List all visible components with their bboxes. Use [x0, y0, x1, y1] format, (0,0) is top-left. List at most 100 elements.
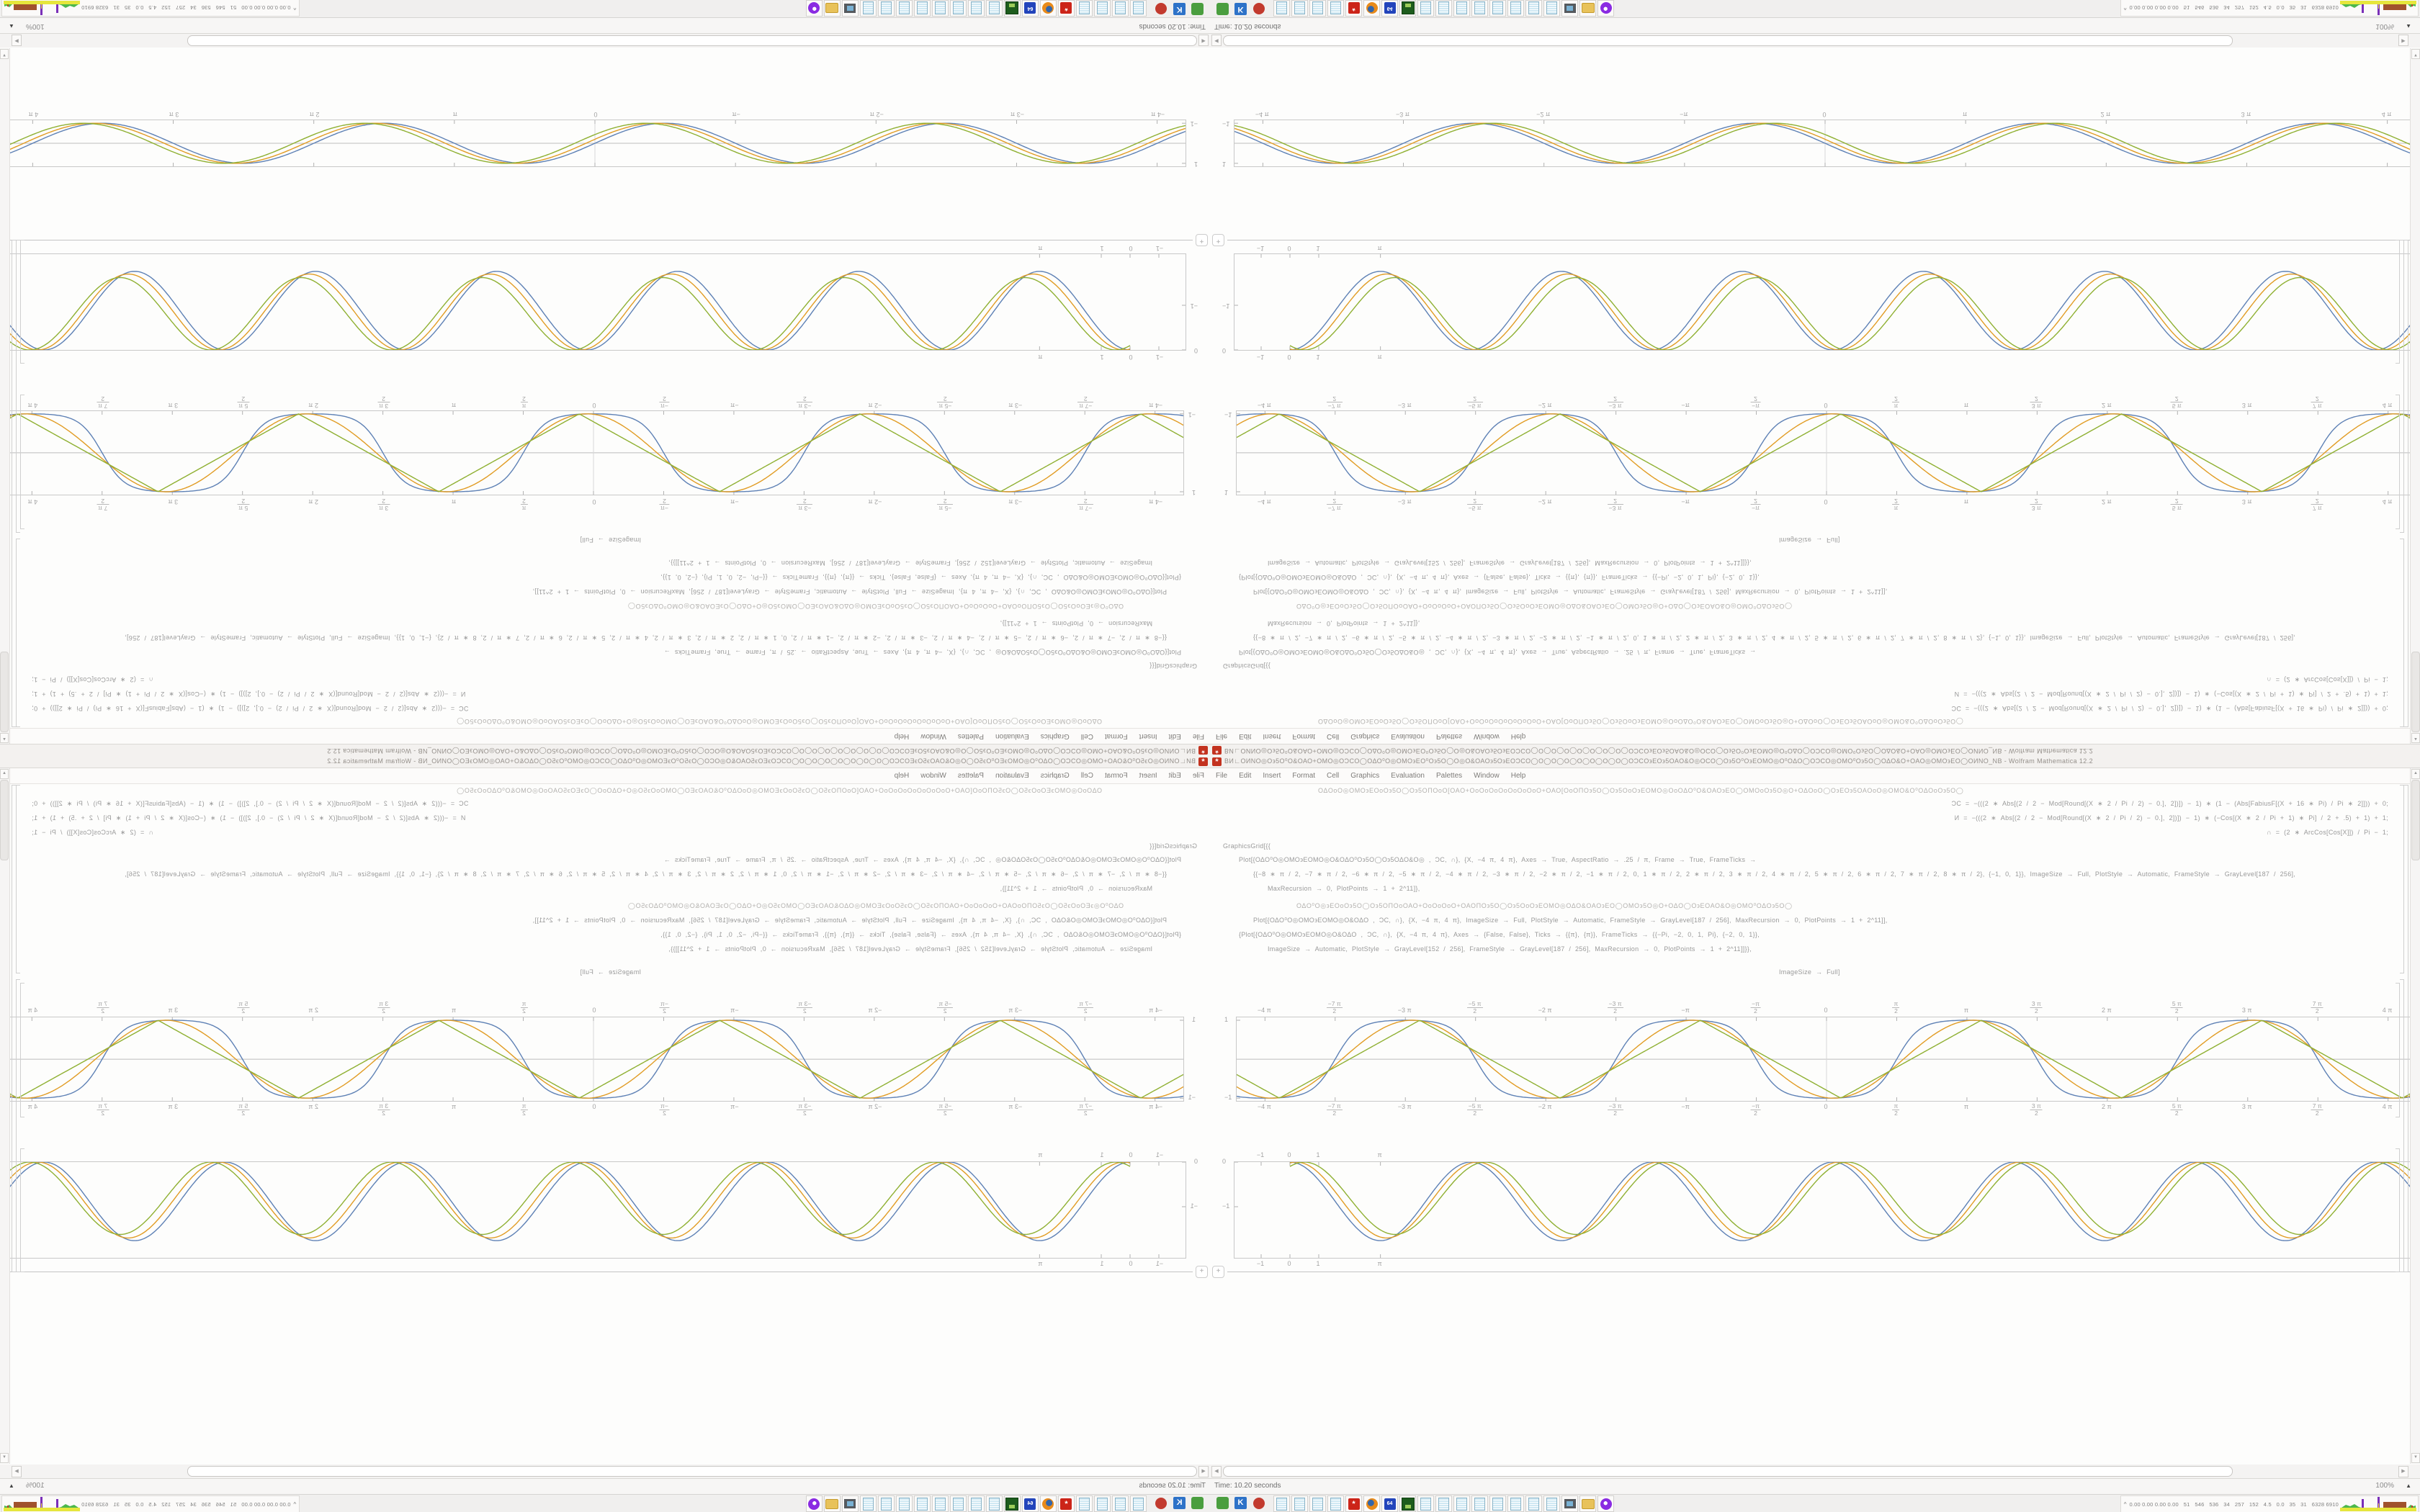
code-line[interactable]: Plot[{ΟΔΟ⁰Ο◎ΟΜΟ϶ΕΟΜΟ◎Ο&ΟΔΟ , ƆC, ∩}, {X,… — [1253, 917, 1888, 924]
zoom-dropdown-icon[interactable]: ▲ — [9, 1482, 14, 1489]
taskbar-window-button-notepad[interactable] — [878, 1495, 895, 1512]
code-line[interactable]: GraphicsGrid[{{ — [1149, 842, 1197, 850]
code-line[interactable]: ∩ = (2 ∗ ArcCos[Cos[X]]) / Pi − 1; — [32, 829, 153, 836]
scroll-down-icon[interactable]: ▼ — [2411, 1453, 2420, 1463]
taskbar-window-button-gear-red[interactable]: * — [1345, 1495, 1362, 1512]
taskbar-window-button-floppy64[interactable]: 64 — [1381, 0, 1398, 17]
horizontal-scroll-thumb[interactable] — [1223, 1466, 2233, 1477]
taskbar-window-button-notepad[interactable] — [1291, 1495, 1308, 1512]
notebook-content[interactable]: ΟΔΟοΟ◎ΟΜΟ϶ΕΟοΟ϶5Ο◯Ο϶5ΟΠΟοΟ[ΟΑΟ+ΟοΟοΟοΟοΟ… — [1210, 784, 2410, 1464]
launcher-green-icon[interactable] — [1191, 1496, 1204, 1510]
taskbar-window-button-notepad[interactable] — [932, 1495, 949, 1512]
code-line[interactable]: ImageSize → Full] — [580, 968, 641, 976]
code-line[interactable]: {{−8 ∗ π / 2, −7 ∗ π / 2, −6 ∗ π / 2, −5… — [124, 634, 1167, 642]
menu-insert[interactable]: Insert — [1263, 772, 1281, 780]
launcher-red-icon[interactable] — [1155, 2, 1168, 16]
system-tray[interactable]: ^ 0.00 0.00 0.00 0.00 51 546 536 34 257 … — [2120, 0, 2419, 17]
code-line[interactable]: ∩ = (2 ∗ ArcCos[Cos[X]]) / Pi − 1; — [2267, 829, 2388, 836]
taskbar-window-button-notepad[interactable] — [968, 1495, 985, 1512]
menu-evaluation[interactable]: Evaluation — [1391, 732, 1425, 740]
zoom-level[interactable]: 100% — [2375, 1482, 2394, 1490]
horizontal-scrollbar[interactable]: ◀ ▶ — [0, 1464, 1210, 1478]
insert-cell-button[interactable]: + — [1196, 234, 1208, 246]
code-line[interactable]: И = −(((2 ∗ Abs[(2 / 2 − Mod[Round[(X ∗ … — [32, 690, 466, 698]
code-line[interactable]: GraphicsGrid[{{ — [1149, 662, 1197, 670]
taskbar-window-button-purple[interactable] — [1597, 1495, 1614, 1512]
launcher-red-icon[interactable] — [1155, 1496, 1168, 1510]
taskbar-window-button-notepad[interactable] — [1453, 1495, 1470, 1512]
taskbar-window-button-camera[interactable] — [1561, 0, 1578, 17]
cell-bracket-input[interactable] — [16, 539, 20, 727]
taskbar-window-button-purple[interactable] — [806, 1495, 823, 1512]
code-line[interactable]: {{−8 ∗ π / 2, −7 ∗ π / 2, −6 ∗ π / 2, −5… — [124, 870, 1167, 878]
taskbar-window-button-notepad[interactable] — [896, 1495, 913, 1512]
taskbar-window-button-notepad[interactable] — [1273, 1495, 1290, 1512]
code-line[interactable]: ImageSize → Automatic, PlotStyle → GrayL… — [1268, 559, 1752, 567]
horizontal-scrollbar[interactable]: ◀ ▶ — [1210, 1464, 2420, 1478]
zoom-level[interactable]: 100% — [26, 1482, 45, 1490]
cell-bracket-output-group[interactable] — [2400, 240, 2404, 533]
taskbar-window-button-notepad[interactable] — [1309, 1495, 1326, 1512]
notebook-content[interactable]: ΟΔΟοΟ◎ΟΜΟ϶ΕΟοΟ϶5Ο◯Ο϶5ΟΠΟοΟ[ΟΑΟ+ΟοΟοΟοΟοΟ… — [10, 48, 1210, 728]
taskbar-window-button-notepad[interactable] — [1471, 1495, 1488, 1512]
taskbar-window-button-gear-red[interactable]: * — [1058, 1495, 1075, 1512]
code-line[interactable]: И = −(((2 ∗ Abs[(2 / 2 − Mod[Round[(X ∗ … — [1954, 690, 2388, 698]
menu-graphics[interactable]: Graphics — [1040, 772, 1070, 780]
taskbar-window-button-folder[interactable] — [824, 1495, 841, 1512]
vertical-scrollbar[interactable]: ▲ ▼ — [2410, 768, 2420, 1464]
code-line[interactable]: GraphicsGrid[{{ — [1223, 842, 1271, 850]
code-line[interactable]: {Plot[{ΟΔΟ⁰Ο◎ΟΜΟ϶ΕΟΜΟ◎Ο&ΟΔΟ , ƆC, ∩}, {X… — [1239, 574, 1760, 581]
taskbar-window-button-drive-green[interactable] — [1399, 0, 1416, 17]
scroll-up-icon[interactable]: ▲ — [2411, 733, 2420, 743]
taskbar-window-button-firefox[interactable] — [1363, 0, 1380, 17]
code-line[interactable]: Plot[{ΟΔΟ⁰Ο◎ΟΜΟ϶ΕΟΜΟ◎Ο&ΟΔΟ , ƆC, ∩}, {X,… — [532, 588, 1167, 595]
taskbar-window-button-camera[interactable] — [842, 0, 859, 17]
taskbar-window-button-firefox[interactable] — [1040, 0, 1057, 17]
menu-format[interactable]: Format — [1104, 732, 1128, 740]
cell-bracket-input[interactable] — [2400, 785, 2404, 973]
taskbar-window-button-camera[interactable] — [1561, 1495, 1578, 1512]
taskbar-window-button-drive-green[interactable] — [1399, 1495, 1416, 1512]
horizontal-scrollbar[interactable]: ◀ ▶ — [1210, 34, 2420, 48]
cell-bracket-plot2[interactable] — [20, 1148, 24, 1272]
taskbar-window-button-firefox[interactable] — [1363, 1495, 1380, 1512]
zoom-dropdown-icon[interactable]: ▲ — [2406, 1482, 2411, 1489]
code-line[interactable]: MaxRecursion → 0, PlotPoints → 1 + 2^11]… — [1000, 620, 1153, 627]
taskbar-window-button-notepad[interactable] — [1327, 1495, 1344, 1512]
menu-insert[interactable]: Insert — [1139, 732, 1157, 740]
launcher-k-icon[interactable]: K — [1173, 2, 1186, 16]
taskbar-window-button-folder[interactable] — [824, 0, 841, 17]
code-line[interactable]: ΟΔΟοΟ◎ΟΜΟ϶ΕΟοΟ϶5Ο◯Ο϶5ΟΠΟοΟ[ΟΑΟ+ΟοΟοΟοΟοΟ… — [1318, 718, 1964, 725]
menu-cell[interactable]: Cell — [1080, 772, 1093, 780]
menu-help[interactable]: Help — [894, 732, 910, 740]
cell-bracket-plot2[interactable] — [2396, 240, 2400, 364]
scroll-down-icon[interactable]: ▼ — [0, 49, 9, 59]
menu-window[interactable]: Window — [920, 772, 946, 780]
menu-window[interactable]: Window — [1474, 772, 1500, 780]
insert-cell-button[interactable]: + — [1196, 1266, 1208, 1278]
taskbar-window-button-notepad[interactable] — [1130, 1495, 1147, 1512]
window-titlebar[interactable]: * ΒИ∟ΟИΝΟ◎Ο϶5Ο⁰Ο&ΟΑΟ+ΟΜΟ◎ΟƆϹΟ◯ΟΔΟ⁰Ο◎ΟΜΟ϶… — [0, 756, 1210, 768]
vertical-scrollbar[interactable]: ▲ ▼ — [2410, 48, 2420, 744]
scroll-down-icon[interactable]: ▼ — [2411, 49, 2420, 59]
taskbar-window-button-notepad[interactable] — [1309, 0, 1326, 17]
taskbar-window-button-notepad[interactable] — [1507, 0, 1524, 17]
code-line[interactable]: Plot[{ΟΔΟ⁰Ο◎ΟΜΟ϶ΕΟΜΟ◎Ο&ΟΔΟ , ƆC, ∩}, {X,… — [532, 917, 1167, 924]
menu-cell[interactable]: Cell — [1327, 732, 1340, 740]
menu-palettes[interactable]: Palettes — [957, 772, 984, 780]
code-line[interactable]: ∩ = (2 ∗ ArcCos[Cos[X]]) / Pi − 1; — [2267, 676, 2388, 683]
taskbar-window-button-notepad[interactable] — [1076, 1495, 1093, 1512]
cell-bracket-plot1[interactable] — [20, 395, 24, 529]
taskbar-window-button-notepad[interactable] — [1130, 0, 1147, 17]
code-line[interactable]: Plot[{ΟΔΟ⁰Ο◎ΟΜΟ϶ΕΟΜΟ◎Ο&ΟΔΟ⁰Ο϶5Ο◯Ο϶5ΟΔΟ&Ο… — [663, 856, 1181, 863]
code-line[interactable]: ImageSize → Automatic, PlotStyle → GrayL… — [668, 945, 1152, 953]
code-line[interactable]: ƆC = −(((2 ∗ Abs[(2 / 2 − Mod[Round[(X ∗… — [1951, 800, 2388, 807]
window-titlebar[interactable]: * ΒИ∟ΟИΝΟ◎Ο϶5Ο⁰Ο&ΟΑΟ+ΟΜΟ◎ΟƆϹΟ◯ΟΔΟ⁰Ο◎ΟΜΟ϶… — [1210, 744, 2420, 756]
taskbar-window-button-notepad[interactable] — [950, 0, 967, 17]
scroll-down-icon[interactable]: ▼ — [0, 1453, 9, 1463]
launcher-green-icon[interactable] — [1216, 1496, 1229, 1510]
launcher-k-icon[interactable]: K — [1173, 1496, 1186, 1510]
cell-bracket-input[interactable] — [16, 785, 20, 973]
code-line[interactable]: Plot[{ΟΔΟ⁰Ο◎ΟΜΟ϶ΕΟΜΟ◎Ο&ΟΔΟ , ƆC, ∩}, {X,… — [1253, 588, 1888, 595]
code-line[interactable]: ImageSize → Full] — [580, 536, 641, 544]
